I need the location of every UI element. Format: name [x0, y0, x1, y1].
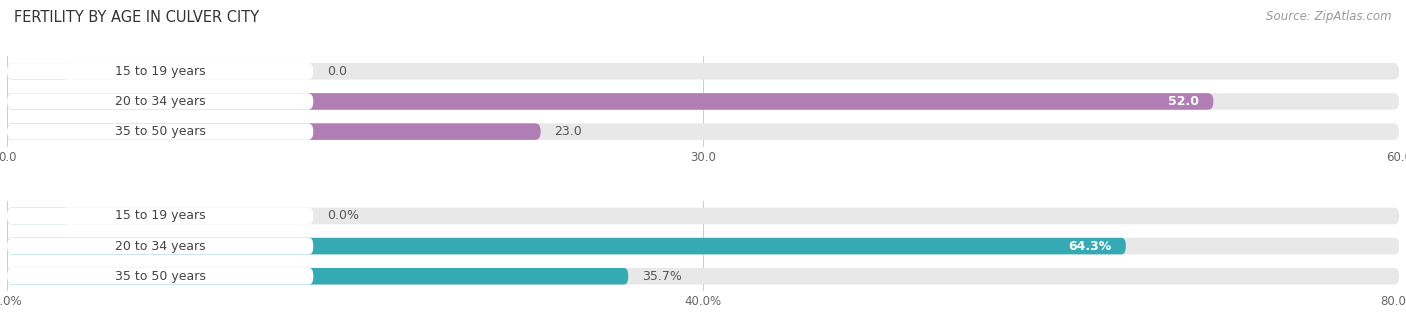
FancyBboxPatch shape [7, 238, 1399, 254]
FancyBboxPatch shape [7, 238, 314, 254]
FancyBboxPatch shape [7, 208, 314, 224]
FancyBboxPatch shape [7, 123, 1399, 140]
FancyBboxPatch shape [7, 268, 314, 285]
FancyBboxPatch shape [7, 268, 628, 285]
FancyBboxPatch shape [7, 238, 1126, 254]
Text: 35.7%: 35.7% [643, 270, 682, 283]
FancyBboxPatch shape [7, 63, 314, 80]
FancyBboxPatch shape [7, 123, 314, 140]
FancyBboxPatch shape [7, 93, 1399, 110]
FancyBboxPatch shape [7, 123, 540, 140]
Text: 35 to 50 years: 35 to 50 years [115, 270, 205, 283]
Text: 20 to 34 years: 20 to 34 years [115, 240, 205, 253]
Text: Source: ZipAtlas.com: Source: ZipAtlas.com [1267, 10, 1392, 23]
Text: 52.0: 52.0 [1168, 95, 1199, 108]
Text: 23.0: 23.0 [554, 125, 582, 138]
FancyBboxPatch shape [7, 208, 70, 224]
Text: 0.0: 0.0 [328, 65, 347, 78]
Text: 15 to 19 years: 15 to 19 years [115, 65, 205, 78]
FancyBboxPatch shape [7, 63, 70, 80]
FancyBboxPatch shape [7, 268, 1399, 285]
FancyBboxPatch shape [7, 93, 314, 110]
Text: 15 to 19 years: 15 to 19 years [115, 210, 205, 222]
Text: 0.0%: 0.0% [328, 210, 359, 222]
Text: FERTILITY BY AGE IN CULVER CITY: FERTILITY BY AGE IN CULVER CITY [14, 10, 259, 25]
Text: 20 to 34 years: 20 to 34 years [115, 95, 205, 108]
FancyBboxPatch shape [7, 63, 1399, 80]
FancyBboxPatch shape [7, 93, 1213, 110]
FancyBboxPatch shape [7, 208, 1399, 224]
Text: 35 to 50 years: 35 to 50 years [115, 125, 205, 138]
Text: 64.3%: 64.3% [1069, 240, 1112, 253]
